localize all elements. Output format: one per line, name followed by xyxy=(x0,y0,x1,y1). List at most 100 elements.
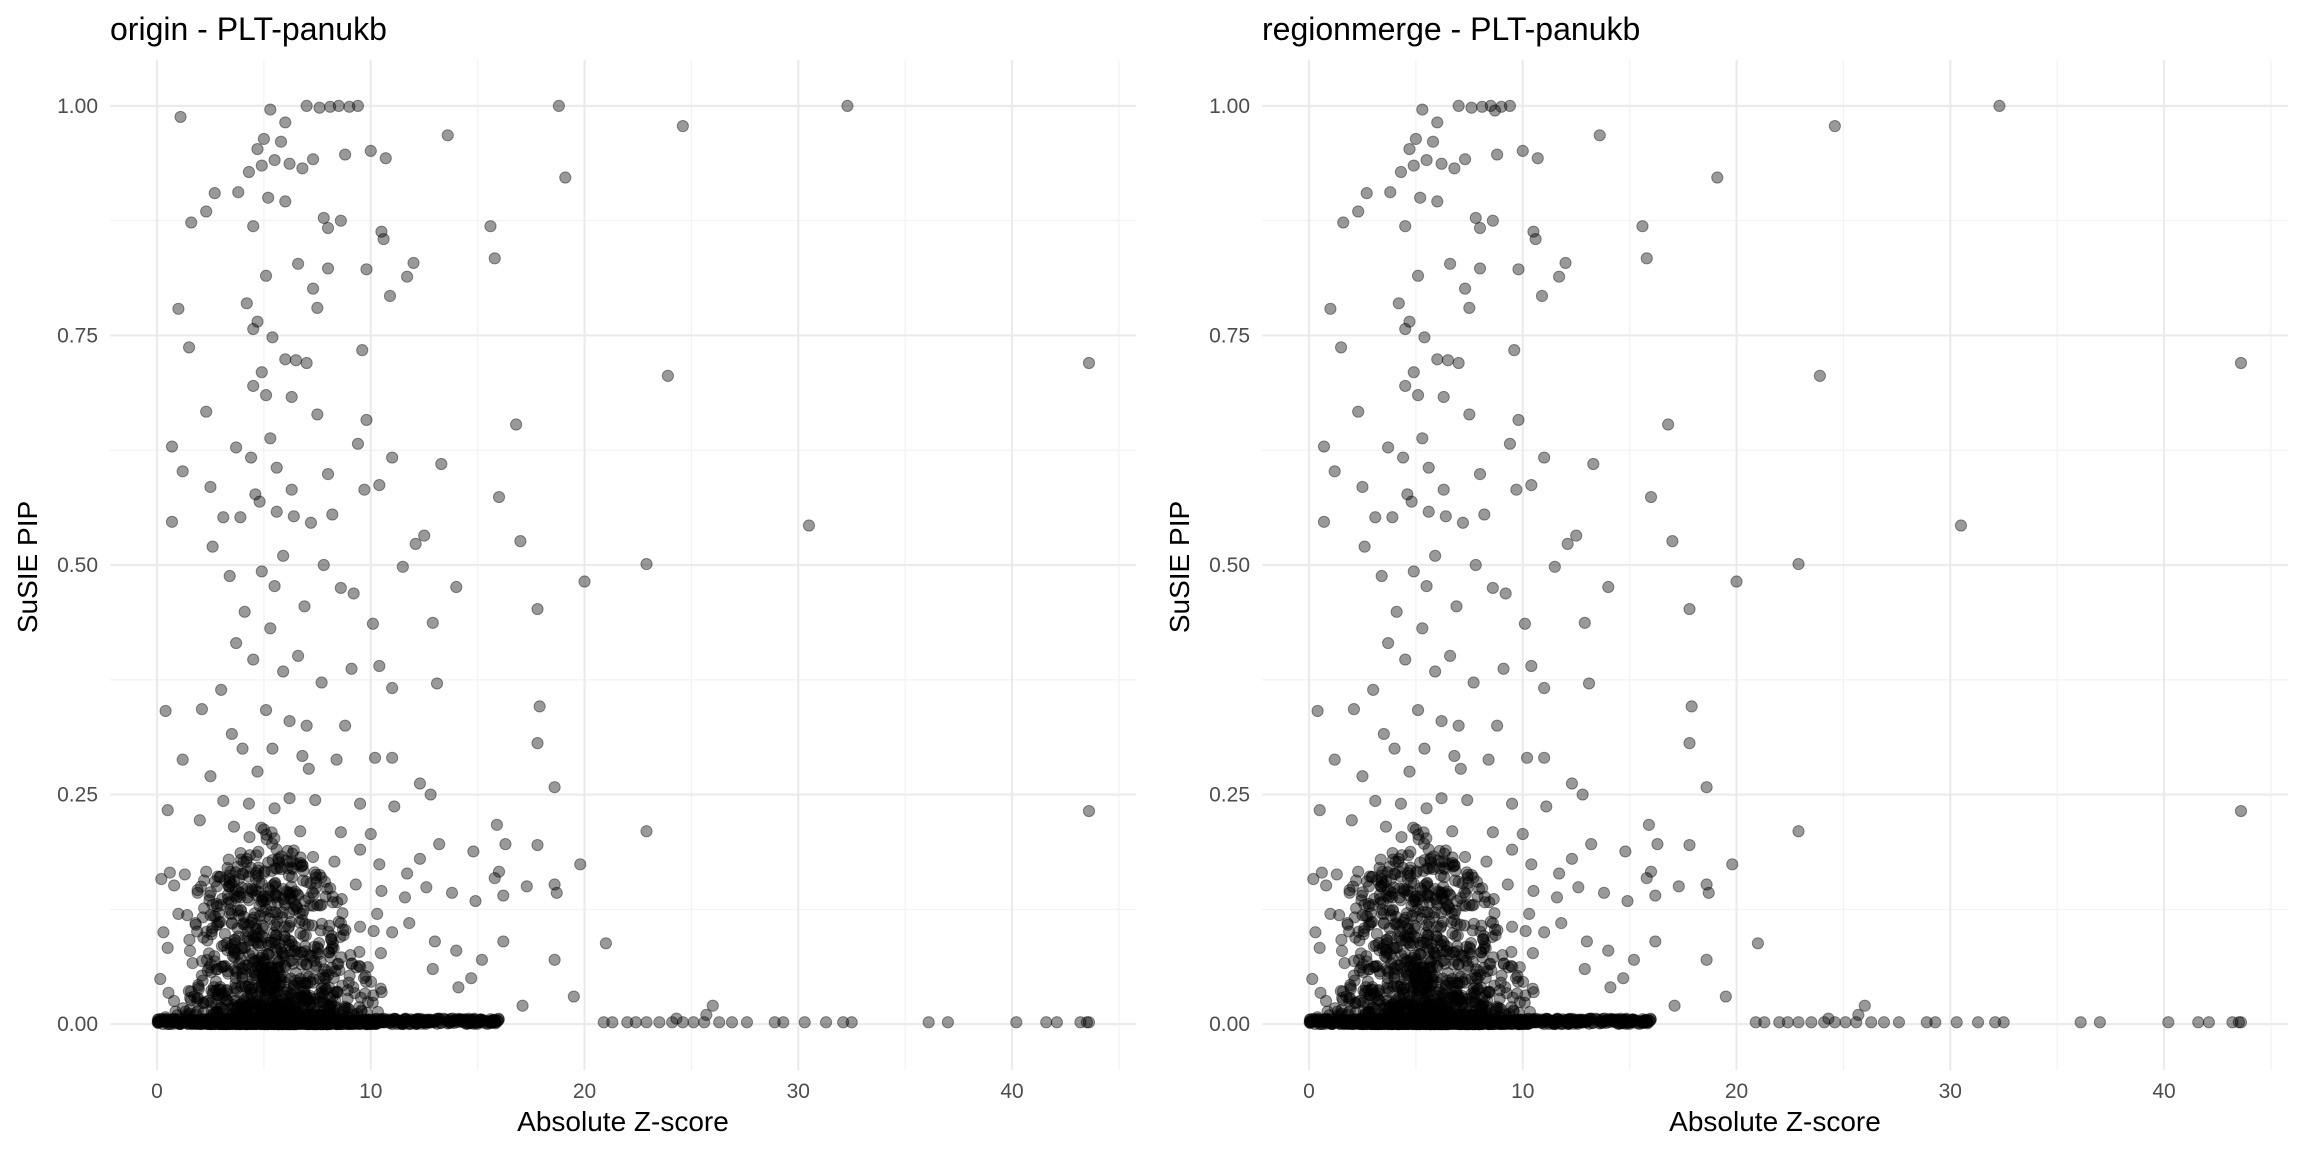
data-point xyxy=(247,379,260,393)
cloud-point xyxy=(209,1009,222,1022)
data-point xyxy=(165,440,179,453)
data-point xyxy=(497,935,510,948)
cloud-point xyxy=(268,981,281,994)
data-point xyxy=(200,865,213,878)
cloud-point xyxy=(261,988,274,1001)
data-point xyxy=(424,788,437,801)
data-point xyxy=(1444,649,1457,663)
data-point xyxy=(1463,301,1476,315)
cloud-point xyxy=(313,1017,326,1030)
data-point xyxy=(277,549,290,562)
cloud-point xyxy=(289,1008,302,1022)
data-point xyxy=(1971,1016,1985,1029)
data-point xyxy=(401,867,414,880)
data-point xyxy=(159,704,172,718)
cloud-point xyxy=(234,1015,247,1029)
data-point xyxy=(1649,889,1662,902)
cloud-point xyxy=(338,1000,351,1013)
data-point xyxy=(251,765,264,778)
cloud-point xyxy=(225,1010,239,1023)
cloud-point xyxy=(243,830,256,844)
cloud-point xyxy=(256,1015,269,1028)
x-tick-label: 10 xyxy=(1511,1080,1534,1103)
data-point xyxy=(2234,1016,2248,1029)
cloud-point xyxy=(152,1016,165,1029)
cloud-point xyxy=(336,1012,349,1025)
data-point xyxy=(2093,1016,2106,1029)
y-tick-label: 0.50 xyxy=(1209,554,1250,577)
data-point xyxy=(1411,903,1425,916)
cloud-point xyxy=(293,979,307,992)
data-point xyxy=(264,432,277,445)
data-point xyxy=(1683,602,1696,616)
cloud-point xyxy=(212,983,226,996)
data-point xyxy=(1525,479,1538,492)
data-point xyxy=(1418,331,1431,344)
panel-regionmerge: regionmerge - PLT-panukb 0 10 20 30 40 0.000… xyxy=(1164,11,2288,1137)
cloud-point xyxy=(258,1017,271,1031)
cloud-point xyxy=(183,944,197,957)
cloud-point xyxy=(1404,864,1417,877)
cloud-point xyxy=(251,990,264,1003)
x-tick-label: 30 xyxy=(1939,1080,1962,1103)
data-point xyxy=(311,301,324,315)
data-point xyxy=(1510,483,1523,496)
cloud-point xyxy=(307,1002,321,1015)
data-point xyxy=(255,877,268,890)
cloud-point xyxy=(276,1017,290,1031)
cloud-point xyxy=(214,1016,227,1029)
x-axis-title: Absolute Z-score xyxy=(517,1106,729,1137)
data-point xyxy=(247,220,260,233)
data-point xyxy=(1420,802,1433,815)
cloud-point xyxy=(287,1015,301,1028)
cloud-point xyxy=(1317,1013,1330,1026)
cloud-point xyxy=(284,1017,297,1031)
data-point xyxy=(168,879,181,892)
data-point xyxy=(578,575,591,588)
cloud-point xyxy=(288,945,302,958)
data-point xyxy=(1441,354,1455,367)
data-point xyxy=(841,99,854,113)
data-point xyxy=(1394,165,1408,179)
cloud-point xyxy=(213,1017,226,1030)
data-point xyxy=(339,148,352,161)
data-point xyxy=(1458,153,1472,166)
cloud-point xyxy=(1314,986,1327,999)
cloud-point xyxy=(245,1014,258,1027)
data-point xyxy=(1538,681,1551,695)
data-point xyxy=(1429,883,1442,896)
data-point xyxy=(548,781,561,794)
data-point xyxy=(687,1016,700,1029)
cloud-point xyxy=(1313,941,1326,954)
cloud-point xyxy=(286,1009,299,1023)
data-point xyxy=(279,195,292,208)
cloud-point xyxy=(334,930,347,944)
cloud-point xyxy=(264,962,278,975)
data-point xyxy=(1452,875,1465,888)
cloud-point xyxy=(308,1017,321,1031)
cloud-point xyxy=(290,1010,304,1023)
data-point xyxy=(1828,1016,1841,1029)
cloud-point xyxy=(266,1013,279,1026)
cloud-point xyxy=(1499,981,1512,994)
cloud-point xyxy=(265,1015,278,1028)
cloud-point xyxy=(304,975,317,989)
cloud-point xyxy=(257,1015,270,1028)
cloud-point xyxy=(336,907,349,920)
cloud-point xyxy=(252,1016,265,1029)
cloud-point xyxy=(267,1005,280,1018)
cloud-point xyxy=(269,880,282,893)
data-point xyxy=(296,162,309,175)
cloud-point xyxy=(313,1016,326,1029)
cloud-point xyxy=(284,1017,297,1031)
cloud-point xyxy=(271,1000,284,1014)
cloud-point xyxy=(247,1016,260,1030)
data-point xyxy=(1352,405,1365,418)
data-point xyxy=(1409,823,1423,836)
data-point xyxy=(1328,465,1341,478)
data-point xyxy=(1818,1016,1831,1029)
cloud-point xyxy=(248,907,262,920)
data-point xyxy=(227,820,241,833)
data-point xyxy=(255,565,268,578)
data-point xyxy=(321,262,335,275)
